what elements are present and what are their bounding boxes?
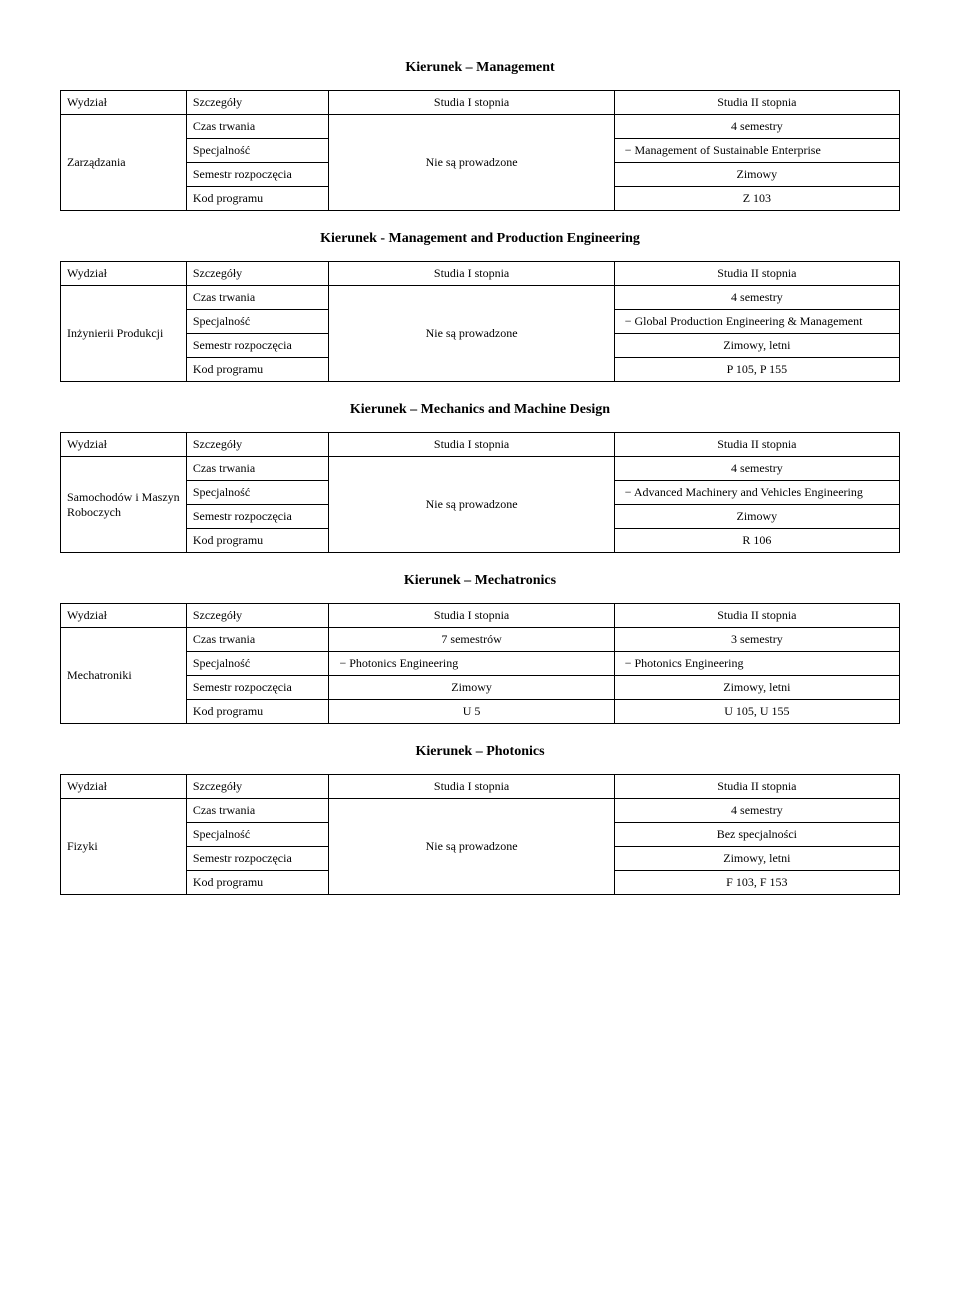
- row-label: Kod programu: [186, 871, 329, 895]
- col-s1: Studia I stopnia: [329, 91, 614, 115]
- row-label: Czas trwania: [186, 457, 329, 481]
- table-photonics: WydziałSzczegółyStudia I stopniaStudia I…: [60, 774, 900, 895]
- col-s2: Studia II stopnia: [614, 91, 899, 115]
- section-title: Kierunek – Photonics: [60, 744, 900, 760]
- col-s2: Studia II stopnia: [614, 604, 899, 628]
- nie-cell: Nie są prowadzone: [329, 457, 614, 553]
- cell: Zimowy, letni: [614, 676, 899, 700]
- fac-cell: Mechatroniki: [61, 628, 187, 724]
- row-label: Semestr rozpoczęcia: [186, 334, 329, 358]
- fac-cell: Samochodów i Maszyn Roboczych: [61, 457, 187, 553]
- nie-cell: Nie są prowadzone: [329, 799, 614, 895]
- col-s1: Studia I stopnia: [329, 433, 614, 457]
- col-s2: Studia II stopnia: [614, 433, 899, 457]
- row-label: Czas trwania: [186, 286, 329, 310]
- col-s1: Studia I stopnia: [329, 262, 614, 286]
- row-label: Specjalność: [186, 310, 329, 334]
- fac-cell: Inżynierii Produkcji: [61, 286, 187, 382]
- fac-cell: Zarządzania: [61, 115, 187, 211]
- cell: 4 semestry: [614, 115, 899, 139]
- table-mpe: WydziałSzczegółyStudia I stopniaStudia I…: [60, 261, 900, 382]
- col-s2: Studia II stopnia: [614, 775, 899, 799]
- row-label: Specjalność: [186, 139, 329, 163]
- cell: U 105, U 155: [614, 700, 899, 724]
- cell: F 103, F 153: [614, 871, 899, 895]
- fac-cell: Fizyki: [61, 799, 187, 895]
- cell: Zimowy: [614, 505, 899, 529]
- section-title: Kierunek – Management: [60, 60, 900, 76]
- cell: 4 semestry: [614, 457, 899, 481]
- row-label: Semestr rozpoczęcia: [186, 676, 329, 700]
- row-label: Kod programu: [186, 529, 329, 553]
- cell: 4 semestry: [614, 286, 899, 310]
- col-wydzial: Wydział: [61, 604, 187, 628]
- cell: Zimowy: [329, 676, 614, 700]
- row-label: Specjalność: [186, 823, 329, 847]
- row-label: Kod programu: [186, 700, 329, 724]
- col-wydzial: Wydział: [61, 262, 187, 286]
- cell: Zimowy, letni: [614, 847, 899, 871]
- col-s1: Studia I stopnia: [329, 775, 614, 799]
- cell: Bez specjalności: [614, 823, 899, 847]
- col-szczegoly: Szczegóły: [186, 91, 329, 115]
- section-title: Kierunek – Mechanics and Machine Design: [60, 402, 900, 418]
- row-label: Czas trwania: [186, 115, 329, 139]
- cell: − Photonics Engineering: [329, 652, 614, 676]
- row-label: Semestr rozpoczęcia: [186, 163, 329, 187]
- cell: 3 semestry: [614, 628, 899, 652]
- col-szczegoly: Szczegóły: [186, 262, 329, 286]
- cell: U 5: [329, 700, 614, 724]
- row-label: Kod programu: [186, 187, 329, 211]
- cell: − Global Production Engineering & Manage…: [614, 310, 899, 334]
- col-s2: Studia II stopnia: [614, 262, 899, 286]
- table-management: WydziałSzczegółyStudia I stopniaStudia I…: [60, 90, 900, 211]
- col-szczegoly: Szczegóły: [186, 604, 329, 628]
- col-wydzial: Wydział: [61, 433, 187, 457]
- cell: − Photonics Engineering: [614, 652, 899, 676]
- cell: Zimowy, letni: [614, 334, 899, 358]
- col-s1: Studia I stopnia: [329, 604, 614, 628]
- cell: − Advanced Machinery and Vehicles Engine…: [614, 481, 899, 505]
- cell: − Management of Sustainable Enterprise: [614, 139, 899, 163]
- row-label: Specjalność: [186, 481, 329, 505]
- section-title: Kierunek - Management and Production Eng…: [60, 231, 900, 247]
- row-label: Semestr rozpoczęcia: [186, 847, 329, 871]
- cell: R 106: [614, 529, 899, 553]
- nie-cell: Nie są prowadzone: [329, 286, 614, 382]
- table-mmd: WydziałSzczegółyStudia I stopniaStudia I…: [60, 432, 900, 553]
- cell: 4 semestry: [614, 799, 899, 823]
- section-title: Kierunek – Mechatronics: [60, 573, 900, 589]
- col-szczegoly: Szczegóły: [186, 433, 329, 457]
- col-wydzial: Wydział: [61, 91, 187, 115]
- cell: Zimowy: [614, 163, 899, 187]
- table-mechatronics: WydziałSzczegółyStudia I stopniaStudia I…: [60, 603, 900, 724]
- nie-cell: Nie są prowadzone: [329, 115, 614, 211]
- row-label: Specjalność: [186, 652, 329, 676]
- row-label: Kod programu: [186, 358, 329, 382]
- cell: 7 semestrów: [329, 628, 614, 652]
- col-szczegoly: Szczegóły: [186, 775, 329, 799]
- col-wydzial: Wydział: [61, 775, 187, 799]
- cell: P 105, P 155: [614, 358, 899, 382]
- row-label: Czas trwania: [186, 628, 329, 652]
- cell: Z 103: [614, 187, 899, 211]
- row-label: Semestr rozpoczęcia: [186, 505, 329, 529]
- row-label: Czas trwania: [186, 799, 329, 823]
